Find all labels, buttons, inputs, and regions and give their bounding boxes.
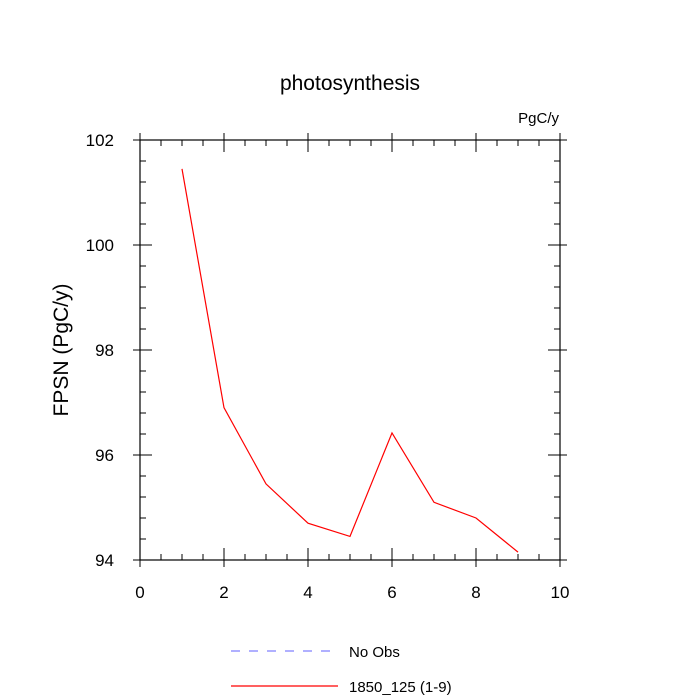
x-tick-label: 0 bbox=[135, 583, 144, 602]
legend-label: No Obs bbox=[349, 644, 400, 661]
x-tick-label: 10 bbox=[551, 583, 570, 602]
plot-frame bbox=[139, 139, 561, 561]
series-line bbox=[181, 168, 519, 553]
axes: 0 2 4 6 8 10 94 96 98 100 102 bbox=[86, 131, 570, 602]
y-tick-label: 100 bbox=[86, 236, 114, 255]
series-layer bbox=[181, 168, 519, 553]
legend-label: 1850_125 (1-9) bbox=[349, 679, 452, 696]
y-axis-label: FPSN (PgC/y) bbox=[50, 283, 73, 416]
x-tick-label: 6 bbox=[387, 583, 396, 602]
y-tick-label: 94 bbox=[95, 551, 114, 570]
x-tick-label: 4 bbox=[303, 583, 312, 602]
y-tick-label: 98 bbox=[95, 341, 114, 360]
chart-title: photosynthesis bbox=[280, 72, 420, 95]
y-tick-label: 96 bbox=[95, 446, 114, 465]
x-tick-label: 8 bbox=[471, 583, 480, 602]
legend: No Obs 1850_125 (1-9) bbox=[231, 644, 452, 696]
x-tick-label: 2 bbox=[219, 583, 228, 602]
units-label: PgC/y bbox=[518, 110, 559, 127]
y-tick-label: 102 bbox=[86, 131, 114, 150]
